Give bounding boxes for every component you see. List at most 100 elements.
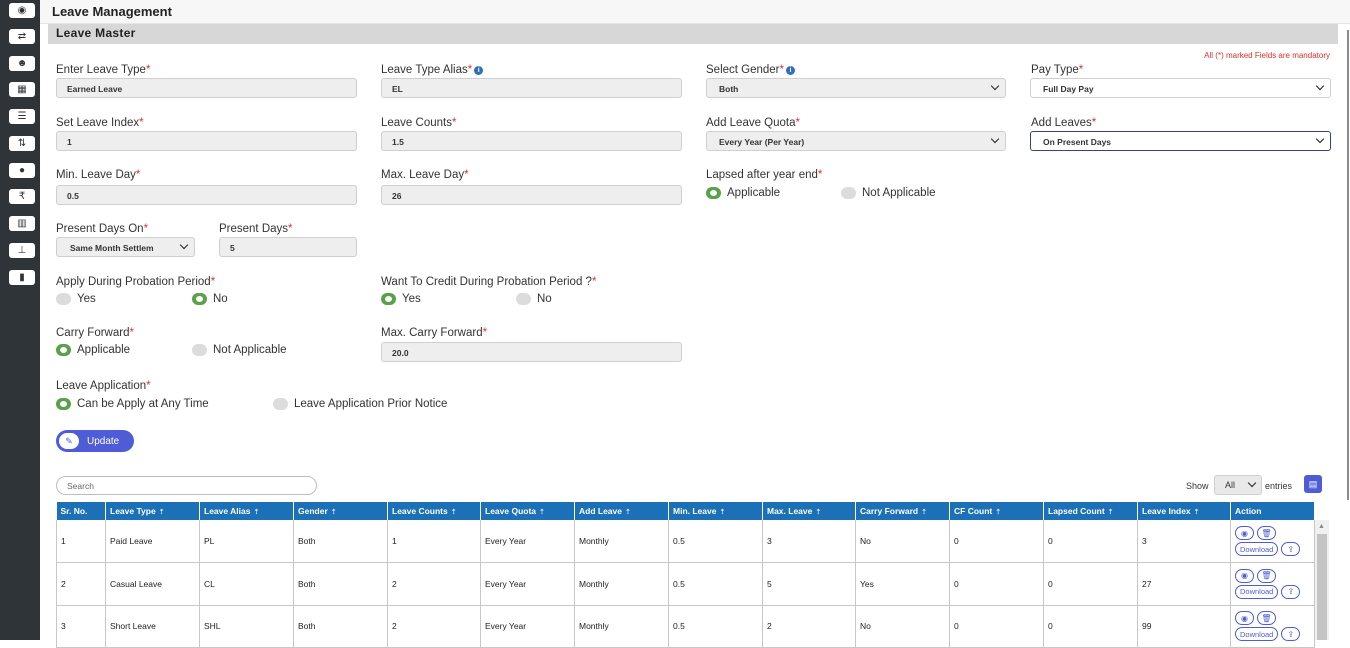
leave-application-prior-notice-radio[interactable]: Leave Application Prior Notice [273, 398, 447, 410]
table-cell: CL [199, 562, 294, 606]
add-leaves-select[interactable]: On Present Days [1030, 131, 1331, 151]
column-header[interactable]: Max. Leave ⇡ [762, 502, 856, 520]
column-header[interactable]: Sr. No. [56, 502, 106, 520]
probation-apply-no-radio[interactable]: No [192, 293, 228, 305]
delete-icon[interactable]: 🗑 [1257, 526, 1276, 540]
column-header[interactable]: Lapsed Count ⇡ [1043, 502, 1138, 520]
bar-chart-icon[interactable]: ▥ [9, 216, 35, 231]
table-cell: Short Leave [105, 605, 200, 648]
gender-select[interactable]: Both [706, 78, 1006, 98]
max-carry-forward-input[interactable]: 20.0 [381, 342, 682, 362]
sort-icon[interactable]: ⇡ [995, 509, 1002, 516]
table-cell: 27 [1137, 562, 1231, 606]
sort-icon[interactable]: ⇡ [1107, 509, 1114, 516]
column-header[interactable]: Leave Quota ⇡ [480, 502, 575, 520]
export-file-button[interactable]: ▤ [1304, 475, 1322, 493]
list-icon[interactable]: ☰ [9, 109, 35, 124]
delete-icon[interactable]: 🗑 [1257, 611, 1276, 626]
panel-title: Leave Master [56, 26, 136, 40]
sort-icon[interactable]: ⇡ [921, 509, 927, 516]
column-header[interactable]: Add Leave ⇡ [574, 502, 669, 520]
column-header[interactable]: Leave Alias ⇡ [199, 502, 294, 520]
sort-icon[interactable]: ⇡ [719, 509, 726, 516]
column-header[interactable]: Gender ⇡ [293, 502, 388, 520]
column-header[interactable]: Min. Leave ⇡ [668, 502, 763, 520]
bookmark-icon[interactable]: ▮ [9, 270, 35, 285]
column-header-label: Leave Index [1142, 506, 1191, 516]
sort-icon[interactable]: ⇅ [9, 136, 35, 151]
download-button[interactable]: Download [1235, 542, 1279, 556]
sort-icon[interactable]: ⇡ [1193, 509, 1200, 516]
sort-icon[interactable]: ⇡ [815, 509, 822, 516]
rupee-icon[interactable]: ₹ [9, 189, 35, 204]
users-icon[interactable]: ☻ [9, 56, 35, 71]
present-days-on-select[interactable]: Same Month Settlem [56, 237, 195, 257]
table-cell: 0 [949, 605, 1044, 648]
column-header[interactable]: Action [1230, 502, 1315, 520]
leave-type-label: Enter Leave Type* [56, 64, 151, 76]
probation-apply-yes-radio[interactable]: Yes [56, 293, 96, 305]
probation-credit-yes-radio[interactable]: Yes [381, 293, 421, 305]
radio-selected-icon [706, 187, 721, 199]
radio-unselected-icon [192, 344, 207, 356]
view-icon[interactable]: ◉ [1235, 526, 1254, 540]
leave-index-input[interactable]: 1 [56, 131, 357, 151]
upload-icon[interactable]: ⇪ [1281, 627, 1301, 642]
table-cell: Paid Leave [105, 520, 200, 563]
update-button[interactable]: ✎ Update [56, 430, 134, 452]
table-cell: 0 [1043, 605, 1138, 648]
table-cell: No [855, 520, 950, 563]
column-header[interactable]: Leave Type ⇡ [105, 502, 200, 520]
shuffle-icon[interactable]: ⇄ [9, 29, 35, 44]
sort-icon[interactable]: ⇡ [625, 509, 631, 516]
info-icon[interactable]: i [474, 66, 484, 75]
max-leave-day-input[interactable]: 26 [381, 185, 682, 205]
lapsed-not-applicable-radio[interactable]: Not Applicable [841, 187, 936, 199]
sort-icon[interactable]: ⇡ [158, 509, 165, 516]
lapsed-applicable-radio[interactable]: Applicable [706, 187, 780, 199]
present-days-input[interactable]: 5 [219, 237, 357, 257]
gauge-icon[interactable]: ◉ [9, 3, 35, 18]
leave-counts-input[interactable]: 1.5 [381, 131, 682, 151]
leave-counts-label: Leave Counts* [381, 117, 457, 129]
pay-type-select[interactable]: Full Day Pay [1030, 78, 1331, 98]
column-header[interactable]: Leave Counts ⇡ [387, 502, 481, 520]
table-cell: SHL [199, 605, 294, 648]
page-scrollbar[interactable] [1347, 30, 1349, 500]
download-button[interactable]: Download [1235, 627, 1279, 642]
money-icon[interactable]: ● [9, 163, 35, 178]
scroll-up-icon[interactable]: ▲ [1318, 523, 1325, 530]
download-button[interactable]: Download [1235, 584, 1279, 599]
table-cell: Monthly [574, 605, 669, 648]
upload-icon[interactable]: ⇪ [1281, 584, 1301, 599]
entries-select[interactable]: All [1214, 475, 1262, 495]
view-icon[interactable]: ◉ [1235, 611, 1254, 626]
view-icon[interactable]: ◉ [1235, 568, 1254, 583]
scrollbar-thumb[interactable] [1317, 534, 1327, 640]
column-header[interactable]: CF Count ⇡ [949, 502, 1044, 520]
carry-forward-applicable-radio[interactable]: Applicable [56, 344, 130, 356]
min-leave-day-input[interactable]: 0.5 [56, 185, 357, 205]
calendar-icon[interactable]: ▦ [9, 82, 35, 97]
leave-application-any-time-radio[interactable]: Can be Apply at Any Time [56, 398, 209, 410]
radio-selected-icon [56, 398, 71, 410]
sort-icon[interactable]: ⇡ [539, 509, 545, 516]
sort-icon[interactable]: ⇡ [253, 509, 260, 516]
sitemap-icon[interactable]: ⊥ [9, 243, 35, 258]
search-input[interactable]: Search [56, 476, 317, 495]
leave-quota-select[interactable]: Every Year (Per Year) [706, 131, 1006, 151]
carry-forward-not-applicable-radio[interactable]: Not Applicable [192, 344, 287, 356]
table-scrollbar[interactable]: ▲ [1315, 520, 1329, 640]
leave-type-input[interactable]: Earned Leave [56, 78, 357, 98]
sort-icon[interactable]: ⇡ [450, 509, 457, 516]
probation-credit-no-radio[interactable]: No [516, 293, 552, 305]
leave-alias-input[interactable]: EL [381, 78, 682, 98]
upload-icon[interactable]: ⇪ [1281, 542, 1301, 556]
column-header[interactable]: Leave Index ⇡ [1137, 502, 1231, 520]
table-cell: 2 [762, 605, 856, 648]
column-header[interactable]: Carry Forward ⇡ [855, 502, 950, 520]
radio-unselected-icon [516, 293, 531, 305]
sort-icon[interactable]: ⇡ [330, 509, 337, 516]
info-icon[interactable]: i [786, 66, 795, 75]
delete-icon[interactable]: 🗑 [1257, 568, 1276, 583]
